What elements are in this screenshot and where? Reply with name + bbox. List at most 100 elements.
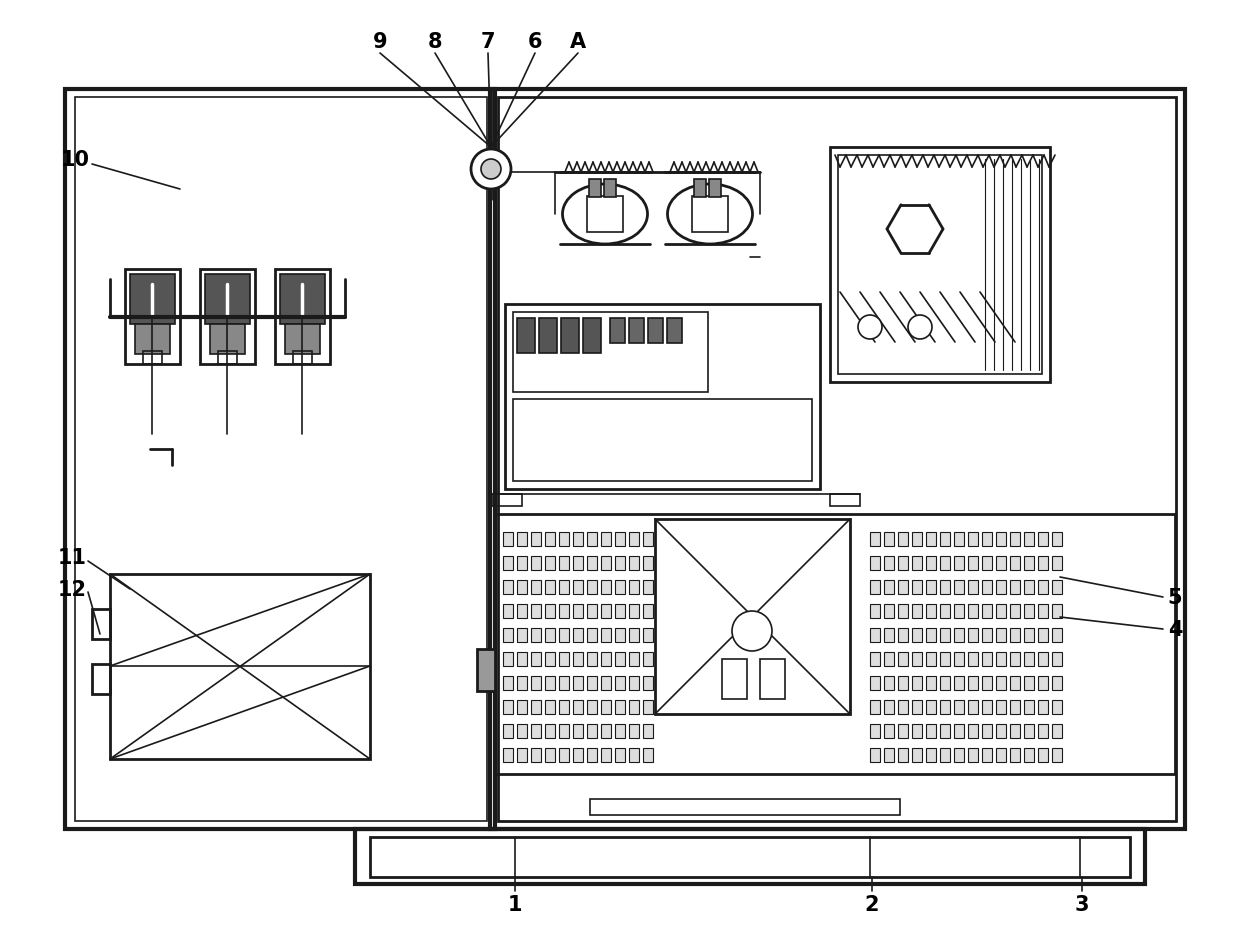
Text: 2: 2	[864, 894, 879, 914]
Bar	[601, 749, 611, 762]
Bar	[996, 724, 1006, 738]
Bar	[898, 652, 908, 666]
Bar	[667, 319, 682, 344]
Bar	[615, 556, 625, 570]
Bar	[573, 652, 583, 666]
Bar	[573, 629, 583, 642]
Bar	[587, 532, 596, 547]
Bar	[1011, 604, 1021, 618]
Bar	[996, 676, 1006, 690]
Bar	[911, 629, 923, 642]
Bar	[559, 724, 569, 738]
Bar	[546, 556, 556, 570]
Bar	[694, 179, 706, 198]
Bar	[601, 652, 611, 666]
Bar	[573, 556, 583, 570]
Bar	[503, 676, 513, 690]
Bar	[1011, 532, 1021, 547]
Bar	[513, 312, 708, 393]
Bar	[926, 581, 936, 595]
Bar	[517, 556, 527, 570]
Bar	[1038, 749, 1048, 762]
Bar	[644, 749, 653, 762]
Bar	[1024, 749, 1034, 762]
Bar	[559, 556, 569, 570]
Bar	[954, 532, 963, 547]
Bar	[517, 749, 527, 762]
Bar	[531, 749, 541, 762]
Bar	[968, 676, 978, 690]
Bar	[1038, 604, 1048, 618]
Ellipse shape	[667, 185, 753, 244]
Bar	[968, 604, 978, 618]
Bar	[135, 325, 170, 355]
Bar	[1024, 532, 1034, 547]
Bar	[940, 676, 950, 690]
Bar	[1052, 581, 1061, 595]
Bar	[982, 724, 992, 738]
Bar	[996, 629, 1006, 642]
Circle shape	[732, 612, 773, 651]
Bar	[1038, 629, 1048, 642]
Circle shape	[858, 315, 882, 340]
Bar	[601, 556, 611, 570]
Text: 3: 3	[1075, 894, 1089, 914]
Bar	[587, 556, 596, 570]
Bar	[503, 724, 513, 738]
Bar	[293, 351, 312, 364]
Bar	[370, 837, 1130, 877]
Bar	[940, 652, 950, 666]
Bar	[503, 604, 513, 618]
Bar	[559, 700, 569, 715]
Bar	[590, 800, 900, 815]
Bar	[940, 749, 950, 762]
Bar	[870, 556, 880, 570]
Bar	[884, 581, 894, 595]
Bar	[601, 532, 611, 547]
Bar	[629, 724, 639, 738]
Bar	[954, 676, 963, 690]
Bar	[870, 604, 880, 618]
Bar	[968, 700, 978, 715]
Bar	[1024, 676, 1034, 690]
Text: 6: 6	[528, 32, 542, 52]
Bar	[709, 179, 720, 198]
Bar	[573, 604, 583, 618]
Bar	[92, 610, 110, 639]
Bar	[968, 629, 978, 642]
Bar	[218, 351, 237, 364]
Bar	[490, 90, 1185, 829]
Bar	[898, 749, 908, 762]
Bar	[926, 700, 936, 715]
Bar	[546, 676, 556, 690]
Bar	[615, 652, 625, 666]
Bar	[615, 749, 625, 762]
Bar	[1024, 652, 1034, 666]
Bar	[926, 532, 936, 547]
Bar	[884, 724, 894, 738]
Bar	[996, 700, 1006, 715]
Bar	[517, 652, 527, 666]
Bar	[615, 676, 625, 690]
Bar	[1011, 700, 1021, 715]
Bar	[210, 325, 246, 355]
Bar	[1052, 604, 1061, 618]
Bar	[92, 665, 110, 694]
Bar	[1038, 724, 1048, 738]
Bar	[503, 749, 513, 762]
Bar	[601, 676, 611, 690]
Bar	[838, 156, 1042, 375]
Bar	[940, 581, 950, 595]
Bar	[1038, 556, 1048, 570]
Bar	[996, 749, 1006, 762]
Bar	[629, 604, 639, 618]
Bar	[911, 581, 923, 595]
Bar	[870, 629, 880, 642]
Bar	[982, 676, 992, 690]
Bar	[560, 319, 579, 354]
Text: 1: 1	[507, 894, 522, 914]
Bar	[968, 724, 978, 738]
Bar	[830, 495, 861, 507]
Bar	[1038, 532, 1048, 547]
Bar	[531, 629, 541, 642]
